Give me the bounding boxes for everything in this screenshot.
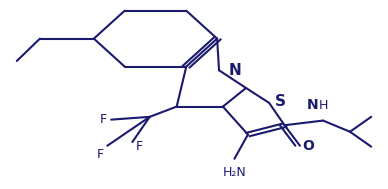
Text: F: F	[136, 140, 143, 153]
Text: S: S	[275, 94, 286, 108]
Text: N: N	[307, 98, 318, 112]
Text: H₂N: H₂N	[223, 166, 246, 179]
Text: H: H	[319, 99, 328, 112]
Text: F: F	[96, 148, 104, 161]
Text: O: O	[302, 139, 314, 153]
Text: F: F	[100, 113, 107, 126]
Text: N: N	[229, 63, 241, 78]
